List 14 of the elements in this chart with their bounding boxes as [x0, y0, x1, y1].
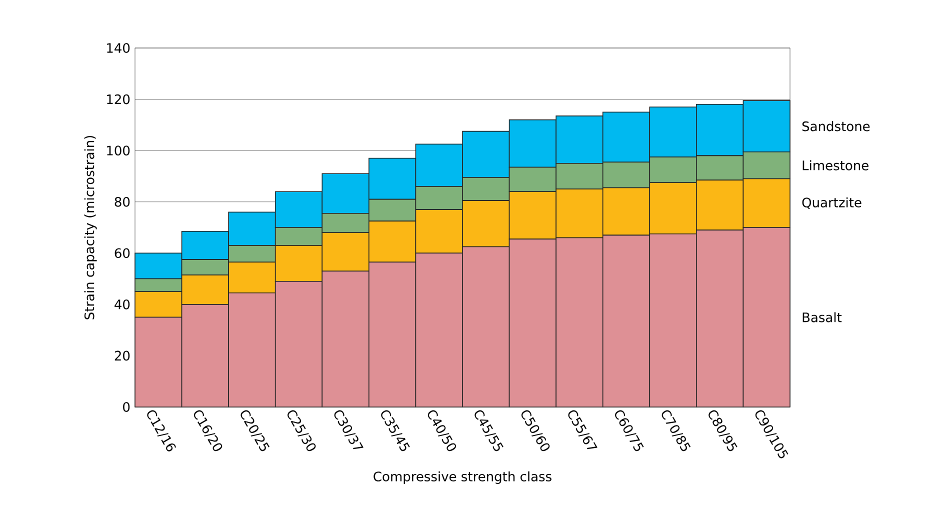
series-label: Sandstone: [802, 121, 870, 132]
y-tick-label: 60: [114, 248, 130, 258]
y-tick-label: 20: [114, 350, 130, 361]
y-tick-label: 120: [107, 94, 130, 104]
series-label: Basalt: [802, 312, 842, 322]
series-label: Quartzite: [802, 197, 862, 209]
y-axis-title: Strain capacity (microstrain): [84, 136, 97, 320]
y-tick-label: 100: [107, 146, 130, 156]
y-tick-label: 80: [114, 196, 130, 207]
y-tick-label: 0: [123, 402, 130, 412]
y-tick-label: 40: [114, 300, 130, 310]
y-tick-label: 140: [107, 43, 130, 53]
x-axis-title: Compressive strength class: [374, 471, 552, 484]
series-label: Limestone: [802, 160, 868, 170]
